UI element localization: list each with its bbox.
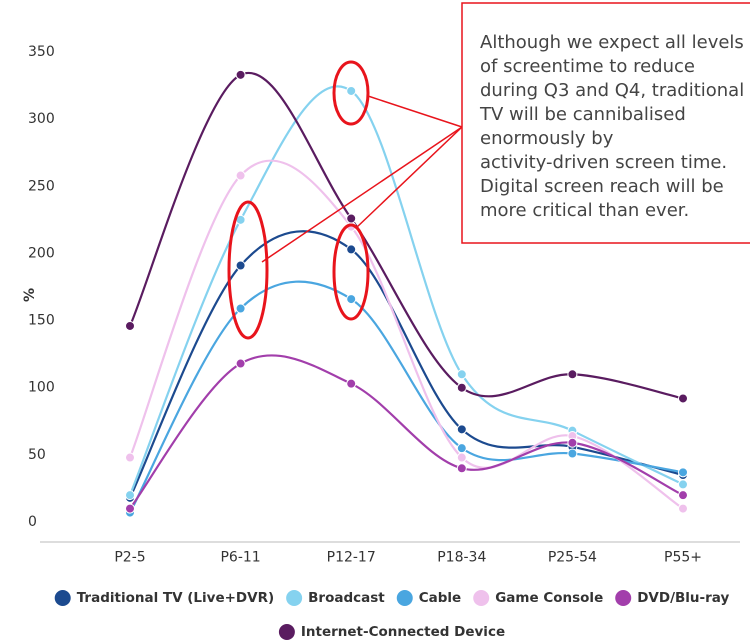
data-point [346, 294, 357, 305]
data-point [125, 503, 135, 514]
annotation-text: Although we expect all levels [480, 32, 744, 53]
y-tick-label: 150 [28, 313, 55, 329]
x-tick-label: P6-11 [220, 550, 260, 566]
data-point [125, 452, 135, 463]
callout-line [261, 126, 463, 263]
data-point [456, 382, 467, 393]
y-tick-label: 300 [28, 111, 55, 127]
highlight-ellipse [332, 60, 370, 126]
data-point [678, 490, 688, 501]
data-point [346, 213, 357, 224]
legend-marker [278, 624, 295, 640]
data-point [346, 378, 357, 389]
legend-marker [54, 590, 71, 606]
callout-line [355, 126, 463, 229]
data-point [456, 452, 467, 463]
series-line [129, 280, 684, 514]
data-point [678, 393, 688, 404]
data-point [567, 448, 578, 459]
annotation-text: more critical than ever. [480, 200, 689, 221]
data-point [235, 69, 246, 80]
annotation-text: enormously by [480, 128, 614, 149]
highlight-ellipse [227, 200, 269, 340]
data-point [567, 369, 578, 380]
data-point [235, 170, 246, 181]
data-point [456, 443, 467, 454]
data-point [346, 244, 357, 255]
annotation-text: during Q3 and Q4, traditional [480, 80, 744, 101]
data-point [235, 260, 246, 271]
data-point [456, 463, 467, 474]
data-point [678, 479, 688, 490]
y-tick-label: 350 [28, 44, 55, 60]
series-line [129, 354, 684, 510]
y-axis-label: % [22, 288, 38, 302]
legend-label: DVD/Blu-ray [637, 590, 729, 606]
callout-lines [261, 95, 463, 263]
x-tick-label: P2-5 [114, 550, 145, 566]
data-point [235, 303, 246, 314]
data-point [346, 85, 357, 96]
x-tick-label: P18-34 [437, 550, 486, 566]
x-tick-label: P25-54 [548, 550, 597, 566]
legend-label: Broadcast [308, 590, 385, 606]
y-tick-label: 200 [28, 245, 55, 261]
y-tick-label: 0 [28, 514, 37, 530]
legend-marker [396, 590, 413, 606]
data-point [125, 490, 135, 501]
legend-marker [473, 590, 490, 606]
y-tick-label: 250 [28, 178, 55, 194]
x-tick-label: P55+ [664, 550, 702, 566]
legend-label: Internet-Connected Device [301, 624, 505, 640]
highlight-ellipse [332, 223, 370, 321]
plot-area [125, 69, 688, 518]
highlights [227, 60, 370, 340]
data-point [678, 467, 688, 478]
legend-label: Traditional TV (Live+DVR) [77, 590, 274, 606]
legend-label: Game Console [495, 590, 603, 606]
y-tick-label: 50 [28, 447, 46, 463]
annotation-text: activity-driven screen time. [480, 152, 727, 173]
annotation-text: TV will be cannibalised [479, 104, 686, 125]
data-point [456, 369, 467, 380]
x-tick-label: P12-17 [327, 550, 376, 566]
callout-line [367, 95, 463, 128]
data-point [235, 358, 246, 369]
annotation-text: Digital screen reach will be [480, 176, 724, 197]
data-point [567, 437, 578, 448]
data-point [678, 503, 688, 514]
annotation-box [461, 2, 750, 244]
legend-marker [286, 590, 303, 606]
data-point [125, 320, 135, 331]
legend-label: Cable [419, 590, 461, 606]
annotation-text: of screentime to reduce [480, 56, 695, 77]
legend-marker [615, 590, 632, 606]
data-point [456, 424, 467, 435]
y-tick-label: 100 [28, 380, 55, 396]
